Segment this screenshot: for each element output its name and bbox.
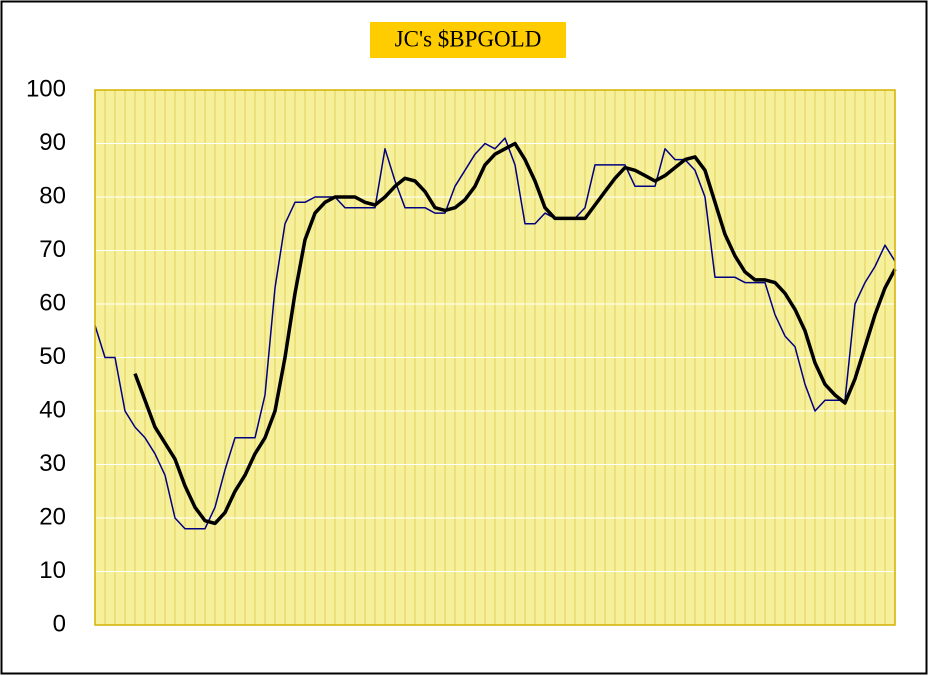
- y-tick-label: 90: [39, 129, 66, 156]
- chart-title: JC's $BPGOLD: [395, 26, 542, 51]
- y-tick-label: 0: [53, 610, 66, 637]
- y-tick-label: 60: [39, 289, 66, 316]
- y-tick-label: 70: [39, 236, 66, 263]
- y-tick-label: 40: [39, 396, 66, 423]
- y-tick-label: 10: [39, 557, 66, 584]
- y-tick-label: 20: [39, 503, 66, 530]
- title-box: [370, 22, 566, 58]
- marks: [94, 137, 897, 530]
- y-tick-label: 30: [39, 450, 66, 477]
- y-tick-label: 80: [39, 182, 66, 209]
- grid: [94, 89, 896, 626]
- series-line: [133, 141, 897, 526]
- y-tick-label: 50: [39, 343, 66, 370]
- series-line: [94, 137, 896, 530]
- y-tick-label: 100: [26, 75, 66, 102]
- plot-border: [94, 89, 896, 626]
